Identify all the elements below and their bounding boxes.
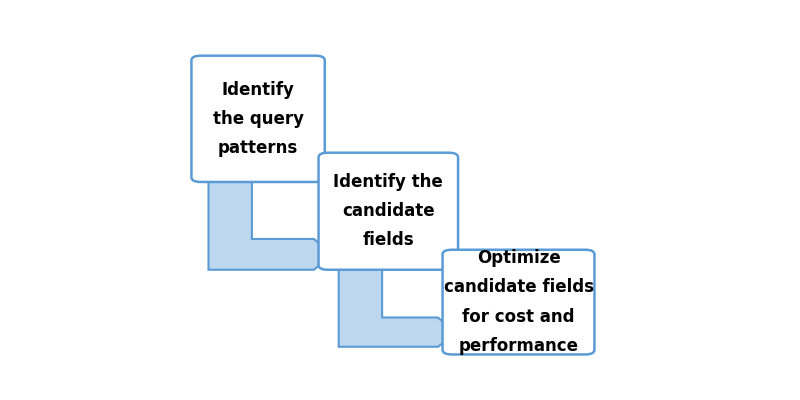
FancyBboxPatch shape — [318, 153, 458, 270]
FancyBboxPatch shape — [442, 250, 594, 354]
FancyBboxPatch shape — [191, 56, 325, 182]
Text: Identify
the query
patterns: Identify the query patterns — [213, 81, 304, 157]
Polygon shape — [209, 179, 333, 270]
Polygon shape — [338, 268, 457, 347]
Text: Identify the
candidate
fields: Identify the candidate fields — [334, 173, 443, 250]
Text: Optimize
candidate fields
for cost and
performance: Optimize candidate fields for cost and p… — [443, 249, 594, 355]
